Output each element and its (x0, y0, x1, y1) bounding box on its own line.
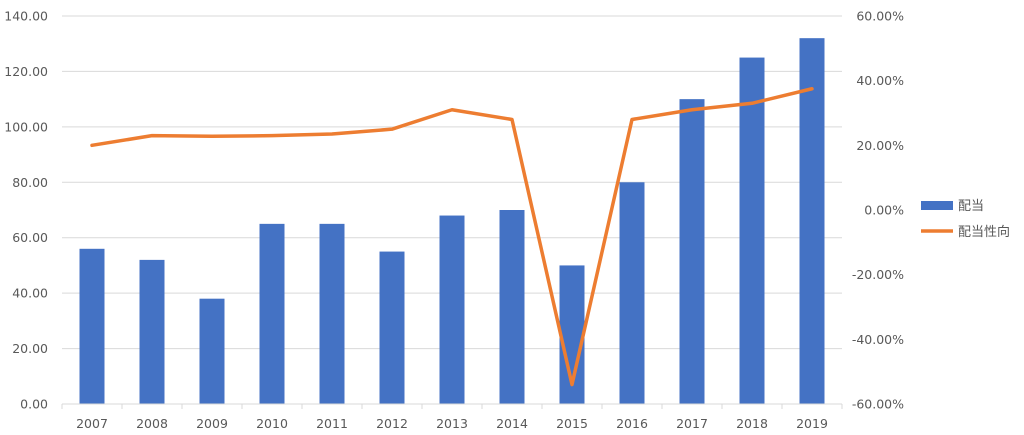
x-axis-tick-label: 2014 (496, 416, 528, 431)
right-axis-tick-label: 60.00% (856, 9, 904, 24)
right-axis: -60.00% -40.00% -20.00% 0.00% 20.00% 40.00% 60… (852, 9, 904, 412)
x-axis-tick-label: 2007 (76, 416, 108, 431)
bar (199, 298, 225, 404)
x-axis-tick-label: 2010 (256, 416, 288, 431)
right-axis-tick-label: -60.00% (852, 397, 904, 412)
bar (259, 223, 285, 404)
bar (439, 215, 465, 404)
bar (499, 210, 525, 404)
left-axis-tick-label: 40.00 (12, 286, 48, 301)
x-axis-tick-label: 2015 (556, 416, 588, 431)
right-axis-tick-label: 0.00% (864, 203, 904, 218)
bar (139, 259, 165, 404)
x-axis-tick-label: 2008 (136, 416, 168, 431)
x-axis-tick-label: 2011 (316, 416, 348, 431)
left-axis-tick-label: 120.00 (4, 64, 48, 79)
left-axis-tick-label: 100.00 (4, 119, 48, 134)
right-axis-tick-label: 40.00% (856, 73, 904, 88)
line-series (90, 87, 814, 387)
left-axis-tick-label: 0.00 (20, 397, 48, 412)
left-axis-tick-label: 140.00 (4, 9, 48, 24)
bar (319, 223, 345, 404)
bar (379, 251, 405, 404)
legend-label-line: 配当性向 (958, 224, 1010, 240)
bar (619, 182, 645, 404)
left-axis-tick-label: 80.00 (12, 175, 48, 190)
x-axis-tick-label: 2016 (616, 416, 648, 431)
x-axis-tick-label: 2018 (736, 416, 768, 431)
bar (799, 38, 825, 405)
right-axis-tick-label: -40.00% (852, 332, 904, 347)
bar (739, 57, 765, 404)
x-axis-tick-label: 2013 (436, 416, 468, 431)
legend: 配当 配当性向 (921, 199, 1010, 240)
x-axis: 2007 2008 2009 2010 2011 2012 2013 2014 2015 2016… (61, 403, 843, 431)
bar (679, 99, 705, 405)
legend-swatch-bar (921, 201, 953, 210)
bar (79, 248, 105, 404)
right-axis-tick-label: -20.00% (852, 267, 904, 282)
x-axis-tick-label: 2012 (376, 416, 408, 431)
left-axis-tick-label: 60.00 (12, 230, 48, 245)
left-axis-tick-label: 20.00 (12, 341, 48, 356)
x-axis-tick-label: 2019 (796, 416, 828, 431)
x-axis-tick-label: 2009 (196, 416, 228, 431)
right-axis-tick-label: 20.00% (856, 138, 904, 153)
bar-series (79, 38, 825, 405)
x-axis-tick-label: 2017 (676, 416, 708, 431)
left-axis: 0.00 20.00 40.00 60.00 80.00 100.00 120.00 140.… (4, 9, 48, 412)
legend-label-bar: 配当 (958, 199, 984, 214)
